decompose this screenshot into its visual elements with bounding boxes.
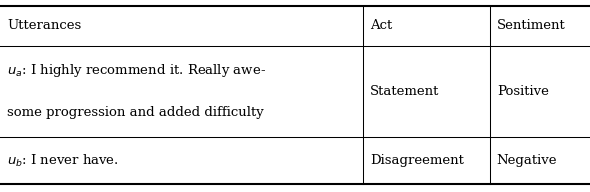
- Text: Negative: Negative: [497, 154, 558, 167]
- Text: Act: Act: [370, 19, 392, 32]
- Text: $u_a$: I highly recommend it. Really awe-: $u_a$: I highly recommend it. Really awe…: [7, 62, 266, 79]
- Text: $u_b$: I never have.: $u_b$: I never have.: [7, 153, 119, 169]
- Text: Disagreement: Disagreement: [370, 154, 464, 167]
- Text: Statement: Statement: [370, 85, 440, 98]
- Text: some progression and added difficulty: some progression and added difficulty: [7, 106, 264, 119]
- Text: Sentiment: Sentiment: [497, 19, 566, 32]
- Text: Utterances: Utterances: [7, 19, 81, 32]
- Text: Positive: Positive: [497, 85, 549, 98]
